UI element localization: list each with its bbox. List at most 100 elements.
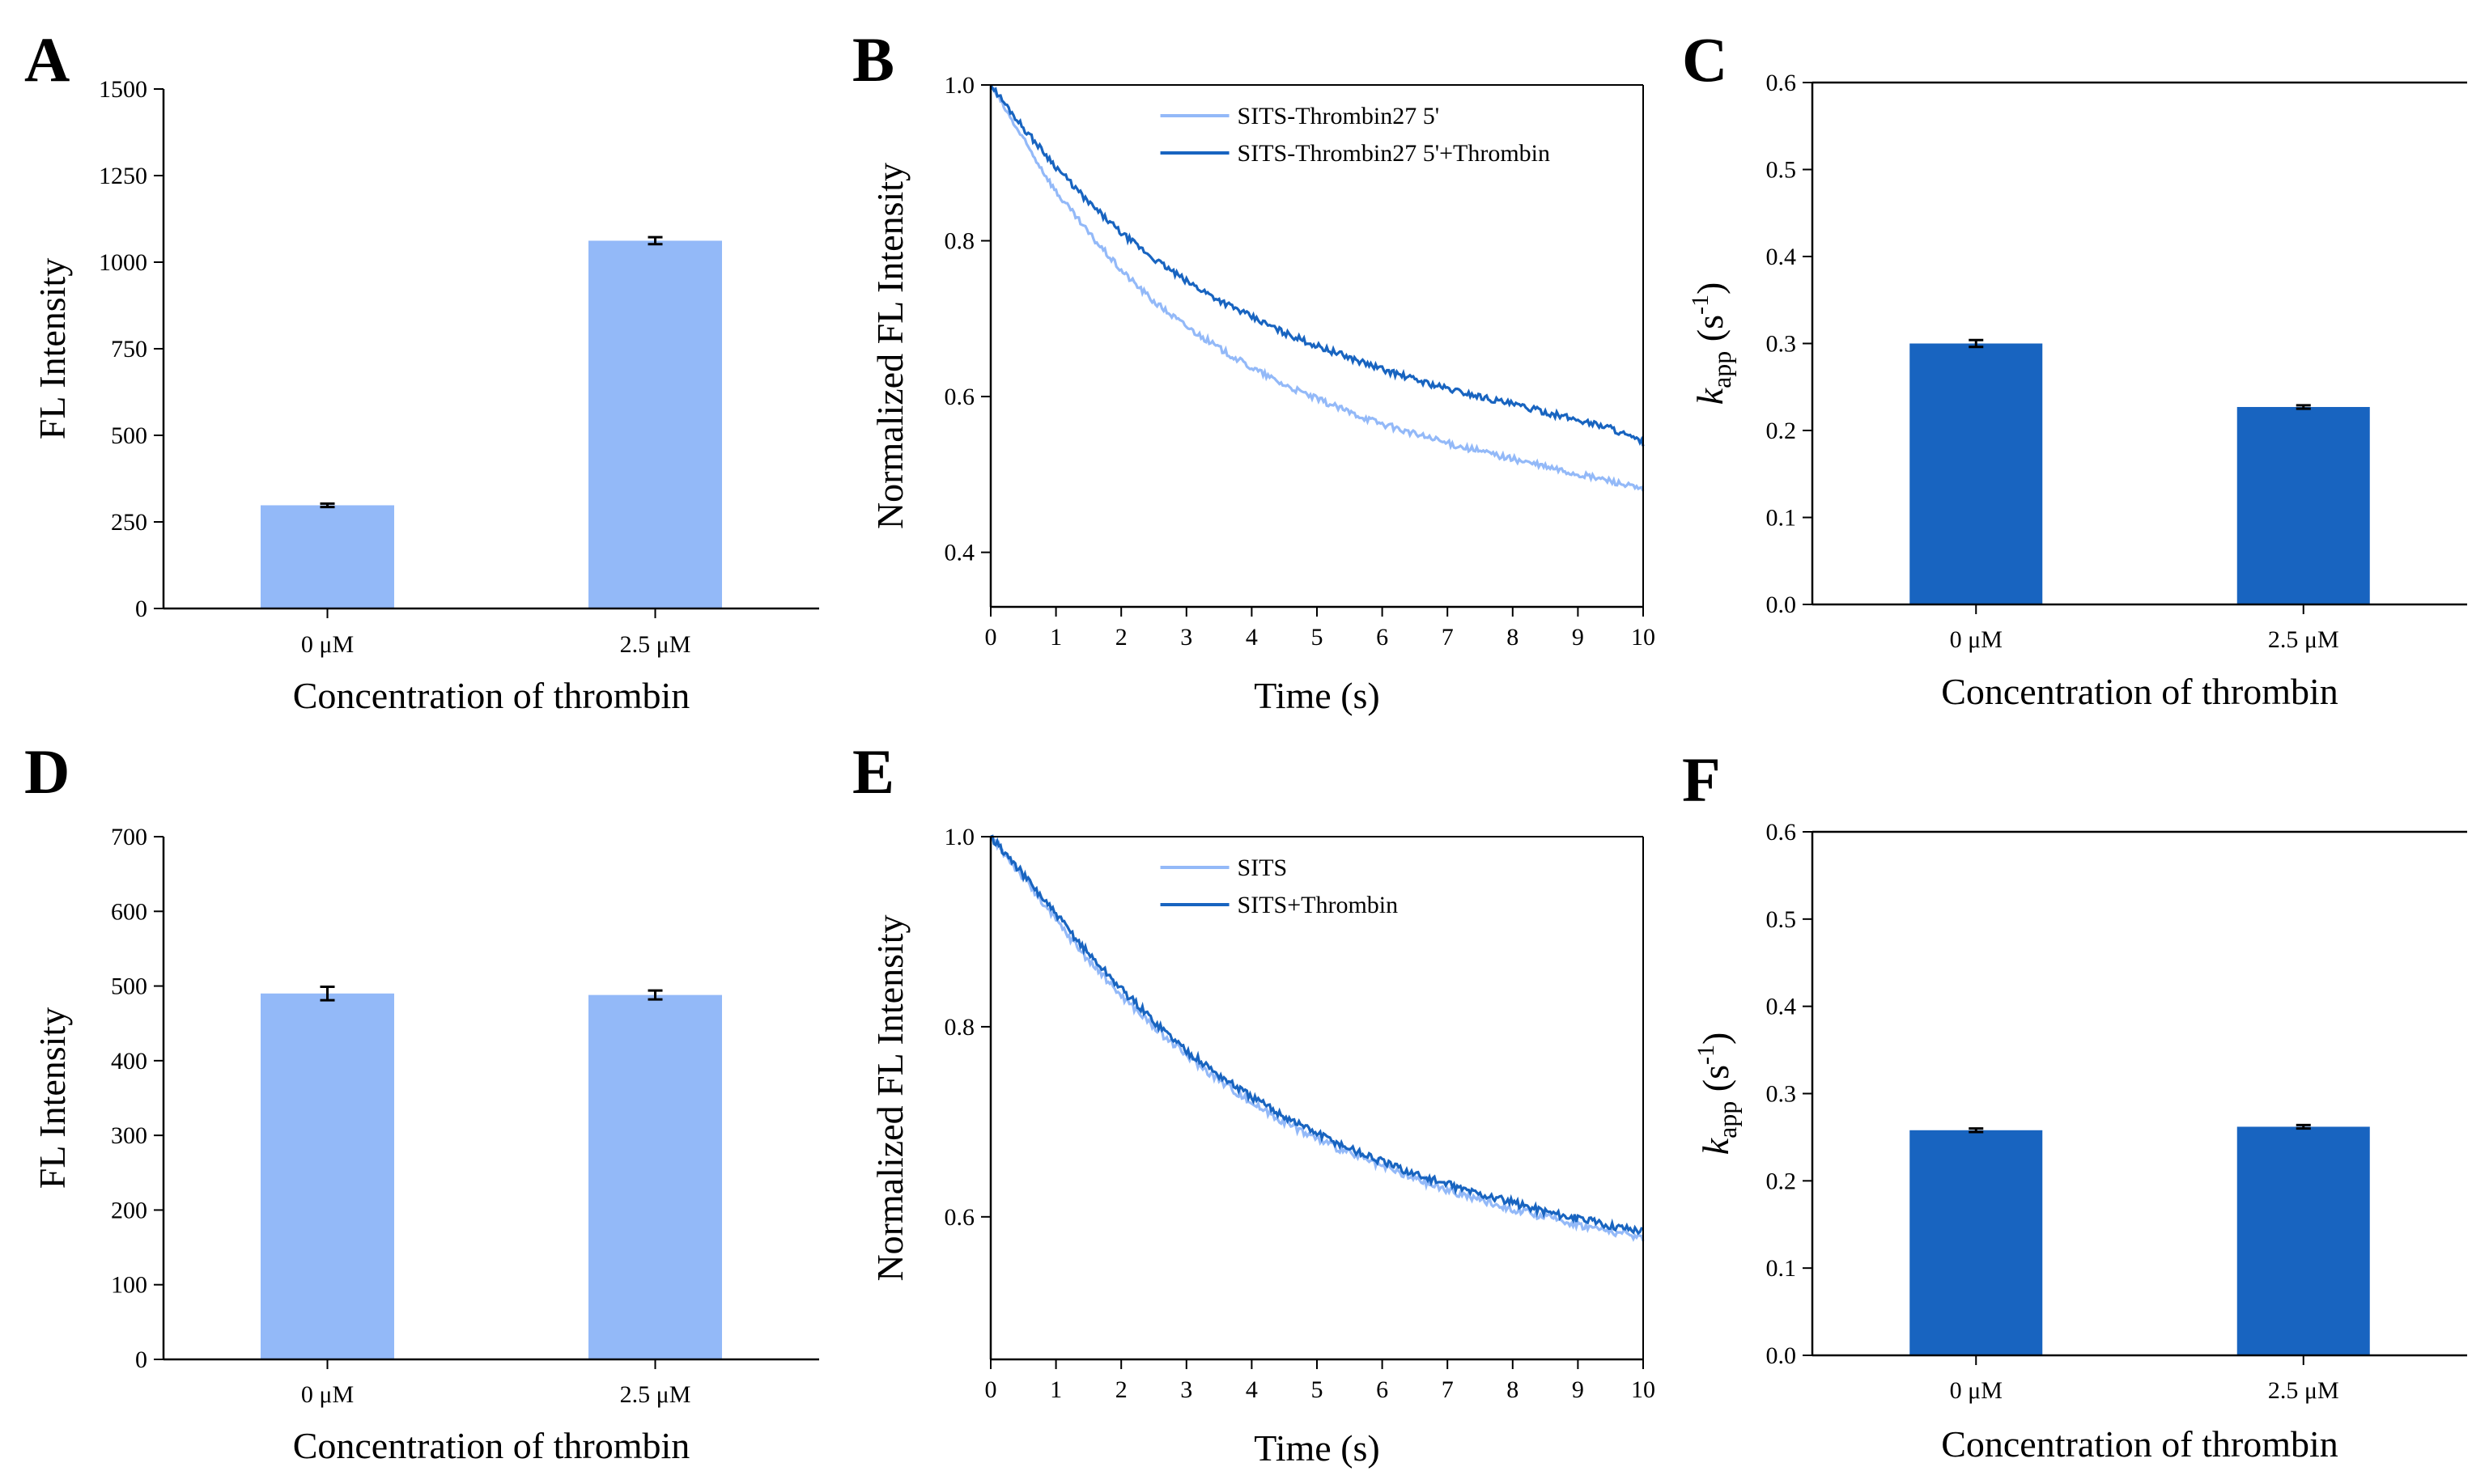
x-tick-label: 6 bbox=[1376, 624, 1388, 651]
bar bbox=[2236, 406, 2370, 604]
panel-d: D 0 100 200 300 400 500 600 700 0 μM 2.5 μM Concent… bbox=[24, 736, 819, 1466]
panel-letter: D bbox=[24, 736, 70, 807]
x-tick-label: 6 bbox=[1376, 1376, 1388, 1403]
legend-label: SITS bbox=[1238, 854, 1288, 881]
y-tick-label: 0 bbox=[135, 1346, 147, 1373]
y-axis-label: FL Intensity bbox=[32, 258, 73, 439]
y-tick-label: 500 bbox=[111, 422, 147, 449]
y-tick-label: 0.2 bbox=[1766, 1168, 1797, 1194]
x-tick-label: 2 bbox=[1115, 1376, 1128, 1403]
y-tick-label: 600 bbox=[111, 898, 147, 925]
y-tick-label: 1000 bbox=[99, 249, 147, 276]
x-tick-label: 8 bbox=[1506, 624, 1518, 651]
y-tick-label: 0.1 bbox=[1766, 1255, 1797, 1282]
x-tick-label: 9 bbox=[1572, 624, 1584, 651]
y-tick-label: 1500 bbox=[99, 76, 147, 103]
y-tick-label: 400 bbox=[111, 1048, 147, 1075]
x-axis-label: Time (s) bbox=[1254, 1427, 1380, 1469]
legend-label: SITS-Thrombin27 5'+Thrombin bbox=[1238, 140, 1550, 167]
y-tick-label: 0.5 bbox=[1766, 157, 1797, 184]
x-axis-label: Concentration of thrombin bbox=[293, 1425, 690, 1466]
x-tick-label: 2.5 μM bbox=[2268, 626, 2339, 653]
x-tick-label: 0 μM bbox=[1950, 626, 2003, 653]
x-tick-label: 9 bbox=[1572, 1376, 1584, 1403]
bar bbox=[2236, 1126, 2370, 1355]
y-tick-label: 0.4 bbox=[1766, 994, 1797, 1020]
panel-a: A 0 250 500 750 1000 1250 1500 0 μM 2.5 μM Concent… bbox=[24, 24, 819, 716]
y-tick-label: 0.5 bbox=[1766, 906, 1797, 933]
panel-e: E 0.6 0.8 1.0 0 1 2 3 4 5 6 7 8 9 10 SITS SITS+Thrombin T… bbox=[852, 736, 1655, 1469]
y-tick-label: 1.0 bbox=[945, 72, 975, 99]
y-axis-label: kapp (s-1) bbox=[1687, 282, 1736, 405]
panel-letter: C bbox=[1682, 24, 1727, 95]
x-tick-label: 0 μM bbox=[301, 1381, 354, 1408]
x-tick-label: 0 bbox=[985, 1376, 997, 1403]
y-axis-label: Normalized FL Intensity bbox=[869, 914, 911, 1281]
panel-b: B 0.4 0.6 0.8 1.0 0 1 2 3 4 5 6 7 8 9 10 SITS-Thrombin27… bbox=[852, 24, 1655, 716]
x-tick-label: 3 bbox=[1180, 624, 1192, 651]
y-tick-label: 0.4 bbox=[1766, 244, 1797, 270]
y-axis-label: FL Intensity bbox=[32, 1007, 73, 1189]
x-axis-label: Concentration of thrombin bbox=[1941, 671, 2338, 712]
y-tick-label: 250 bbox=[111, 509, 147, 536]
panel-f: F 0.0 0.1 0.2 0.3 0.4 0.5 0.6 0 μM 2.5 μM Concentr… bbox=[1682, 744, 2467, 1465]
y-tick-label: 0.8 bbox=[945, 1014, 975, 1041]
bar bbox=[588, 994, 722, 1359]
x-axis-label: Concentration of thrombin bbox=[293, 675, 690, 716]
legend-label: SITS-Thrombin27 5' bbox=[1238, 103, 1440, 129]
x-tick-label: 1 bbox=[1050, 624, 1062, 651]
bar bbox=[261, 505, 394, 608]
legend-label: SITS+Thrombin bbox=[1238, 892, 1399, 918]
x-tick-label: 0 bbox=[985, 624, 997, 651]
x-tick-label: 4 bbox=[1246, 1376, 1258, 1403]
x-tick-label: 0 μM bbox=[1950, 1377, 2003, 1404]
y-tick-label: 0.0 bbox=[1766, 1342, 1797, 1369]
y-tick-label: 0.6 bbox=[1766, 70, 1797, 96]
y-tick-label: 0.4 bbox=[945, 540, 975, 566]
x-tick-label: 8 bbox=[1506, 1376, 1518, 1403]
bar bbox=[588, 240, 722, 608]
y-tick-label: 0.6 bbox=[1766, 819, 1797, 846]
y-axis-label: kapp (s-1) bbox=[1693, 1032, 1742, 1155]
series-line bbox=[989, 84, 1645, 447]
x-tick-label: 5 bbox=[1311, 624, 1323, 651]
bar bbox=[261, 993, 394, 1359]
y-tick-label: 0 bbox=[135, 596, 147, 622]
x-tick-label: 3 bbox=[1180, 1376, 1192, 1403]
y-tick-label: 300 bbox=[111, 1122, 147, 1149]
y-tick-label: 0.8 bbox=[945, 228, 975, 255]
x-tick-label: 4 bbox=[1246, 624, 1258, 651]
x-tick-label: 5 bbox=[1311, 1376, 1323, 1403]
panel-letter: E bbox=[852, 736, 894, 807]
panel-letter: A bbox=[24, 24, 70, 95]
y-tick-label: 0.3 bbox=[1766, 1081, 1797, 1108]
y-tick-label: 0.3 bbox=[1766, 331, 1797, 358]
y-tick-label: 0.2 bbox=[1766, 418, 1797, 444]
x-tick-label: 10 bbox=[1631, 1376, 1655, 1403]
y-tick-label: 0.6 bbox=[945, 384, 975, 410]
y-tick-label: 1.0 bbox=[945, 824, 975, 850]
x-tick-label: 2 bbox=[1115, 624, 1128, 651]
y-tick-label: 1250 bbox=[99, 163, 147, 189]
x-tick-label: 10 bbox=[1631, 624, 1655, 651]
panel-letter: B bbox=[852, 24, 894, 95]
panel-letter: F bbox=[1682, 744, 1721, 815]
y-tick-label: 0.0 bbox=[1766, 591, 1797, 618]
x-axis-label: Concentration of thrombin bbox=[1941, 1423, 2338, 1465]
x-tick-label: 1 bbox=[1050, 1376, 1062, 1403]
x-axis-label: Time (s) bbox=[1254, 675, 1380, 716]
bar bbox=[1909, 343, 2043, 604]
series-line bbox=[990, 835, 1645, 1242]
y-tick-label: 750 bbox=[111, 336, 147, 363]
y-tick-label: 0.6 bbox=[945, 1204, 975, 1231]
y-axis-label: Normalized FL Intensity bbox=[869, 163, 911, 529]
x-tick-label: 7 bbox=[1442, 1376, 1454, 1403]
panel-c: C 0.0 0.1 0.2 0.3 0.4 0.5 0.6 0 μM 2.5 μM Concentr… bbox=[1682, 24, 2467, 712]
bar bbox=[1909, 1130, 2043, 1355]
x-tick-label: 2.5 μM bbox=[620, 1381, 691, 1408]
y-tick-label: 0.1 bbox=[1766, 505, 1797, 532]
series-line bbox=[990, 834, 1644, 1236]
x-tick-label: 2.5 μM bbox=[2268, 1377, 2339, 1404]
x-tick-label: 2.5 μM bbox=[620, 631, 691, 658]
